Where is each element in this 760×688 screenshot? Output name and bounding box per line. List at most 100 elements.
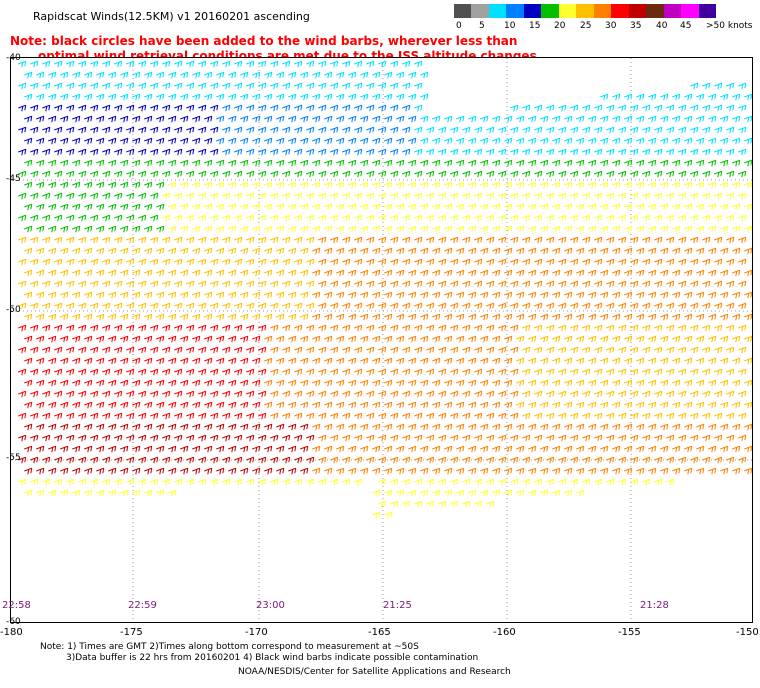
wind-barb <box>90 478 99 486</box>
wind-barb <box>258 126 267 134</box>
wind-barb <box>636 93 645 101</box>
wind-barb <box>336 335 345 343</box>
wind-barb <box>258 82 267 90</box>
wind-barb <box>732 423 741 431</box>
wind-barb <box>228 93 237 101</box>
wind-barb <box>342 214 351 222</box>
wind-barb <box>240 445 249 453</box>
wind-barb <box>390 302 399 310</box>
wind-barb <box>414 60 423 68</box>
wind-barb <box>480 467 489 475</box>
wind-barb <box>24 115 33 123</box>
wind-barb <box>156 115 165 123</box>
wind-barb <box>96 137 105 145</box>
wind-barb <box>42 390 51 398</box>
wind-barb <box>486 148 495 156</box>
wind-barb <box>390 412 399 420</box>
wind-barb <box>642 148 651 156</box>
wind-barb <box>144 93 153 101</box>
legend-swatch <box>576 4 594 18</box>
wind-barb <box>288 379 297 387</box>
wind-barb <box>534 126 543 134</box>
wind-barb <box>198 434 207 442</box>
wind-barb <box>330 214 339 222</box>
wind-barb <box>582 346 591 354</box>
wind-barb <box>234 104 243 112</box>
wind-barb <box>114 104 123 112</box>
wind-barb <box>630 280 639 288</box>
wind-barb <box>744 467 752 475</box>
wind-barb <box>354 258 363 266</box>
wind-barb <box>348 335 357 343</box>
wind-barb <box>204 445 213 453</box>
wind-barb <box>654 456 663 464</box>
wind-barb <box>498 456 507 464</box>
wind-barb <box>486 368 495 376</box>
wind-barb <box>468 115 477 123</box>
wind-barb <box>714 324 723 332</box>
wind-barb <box>732 335 741 343</box>
wind-barb <box>42 412 51 420</box>
legend-swatch <box>628 4 647 18</box>
wind-barb <box>684 137 693 145</box>
lat-label-55: -55 <box>6 453 21 463</box>
wind-barb <box>336 115 345 123</box>
wind-barb <box>156 203 165 211</box>
wind-barb <box>252 269 261 277</box>
wind-barb <box>114 170 123 178</box>
wind-barb <box>48 225 57 233</box>
wind-barb <box>342 324 351 332</box>
wind-barb <box>186 434 195 442</box>
wind-barb <box>360 313 369 321</box>
wind-barb <box>522 324 531 332</box>
wind-barb <box>90 236 99 244</box>
wind-barb <box>48 379 57 387</box>
wind-barb <box>450 324 459 332</box>
wind-barb <box>162 236 171 244</box>
wind-barb <box>666 236 675 244</box>
wind-barb <box>396 137 405 145</box>
wind-barb <box>342 302 351 310</box>
wind-barb <box>66 412 75 420</box>
wind-barb <box>324 313 333 321</box>
wind-barb <box>282 302 291 310</box>
wind-barb <box>732 137 741 145</box>
wind-barb <box>462 258 471 266</box>
wind-barb <box>354 412 363 420</box>
wind-barb <box>198 280 207 288</box>
wind-barb <box>144 225 153 233</box>
wind-barb <box>444 159 453 167</box>
wind-barb <box>276 93 285 101</box>
wind-barb <box>288 335 297 343</box>
wind-barb <box>648 467 657 475</box>
wind-barb <box>294 214 303 222</box>
wind-barb <box>672 225 681 233</box>
wind-barb <box>546 324 555 332</box>
wind-barb <box>126 478 135 486</box>
wind-barb <box>234 192 243 200</box>
wind-barb <box>504 401 513 409</box>
wind-barb <box>24 467 33 475</box>
wind-barb <box>162 148 171 156</box>
wind-barb <box>240 181 249 189</box>
wind-barb <box>222 280 231 288</box>
wind-barb <box>708 423 717 431</box>
wind-barb <box>456 291 465 299</box>
wind-barb <box>102 478 111 486</box>
wind-barb <box>438 500 447 508</box>
wind-barb <box>138 324 147 332</box>
wind-barb <box>228 291 237 299</box>
wind-barb <box>462 302 471 310</box>
wind-barb <box>162 346 171 354</box>
wind-barb <box>96 335 105 343</box>
wind-barb <box>84 357 93 365</box>
wind-barb <box>138 126 147 134</box>
wind-barb <box>36 467 45 475</box>
wind-barb <box>462 412 471 420</box>
wind-barb <box>486 478 495 486</box>
wind-barb <box>36 181 45 189</box>
wind-barb <box>600 423 609 431</box>
wind-barb-map <box>11 58 752 622</box>
wind-barb <box>330 280 339 288</box>
wind-barb <box>480 445 489 453</box>
